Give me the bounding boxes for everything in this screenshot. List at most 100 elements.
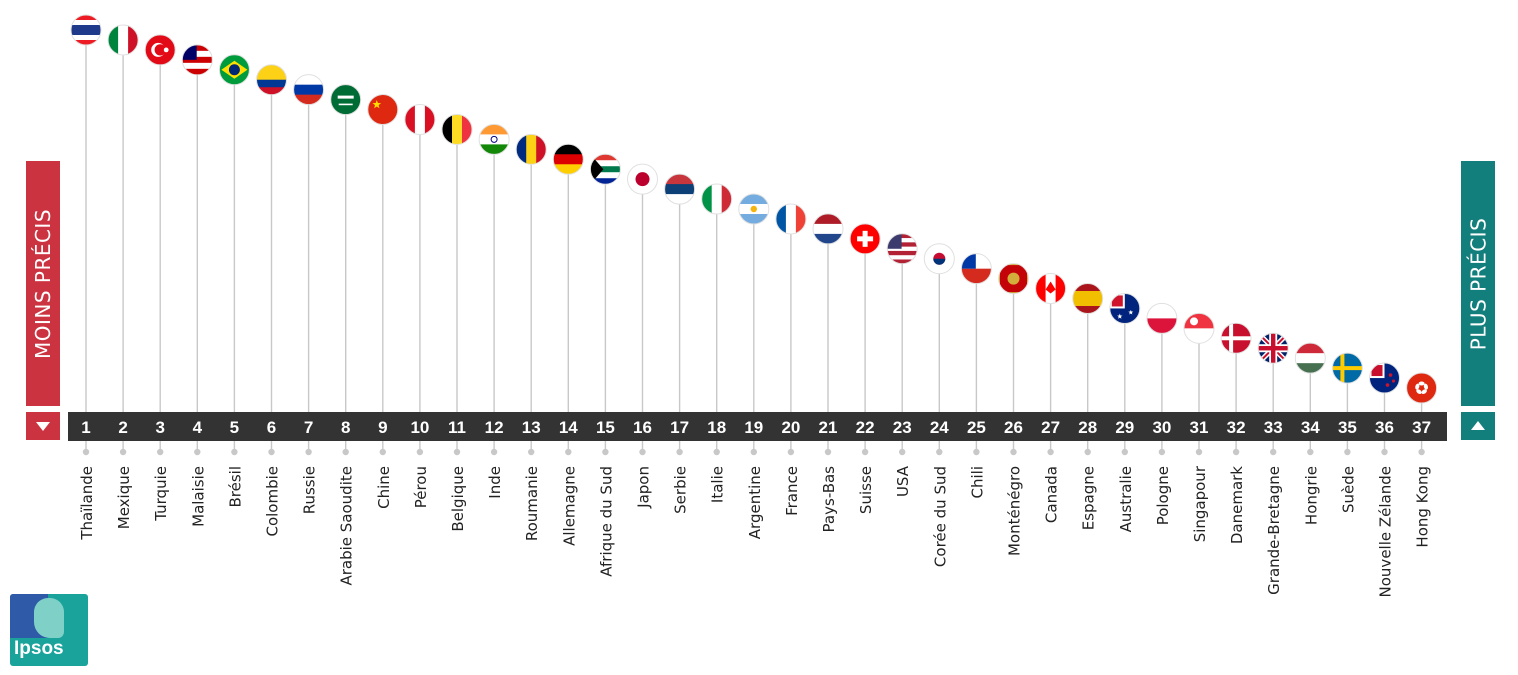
dot-singapour <box>1195 448 1203 456</box>
country-label-usa: USA <box>894 465 912 497</box>
rank-26: 26 <box>1004 418 1023 437</box>
dot-allemagne <box>565 448 572 456</box>
flag-ring-cor-e-du-sud <box>923 243 955 275</box>
rank-1: 1 <box>81 418 90 437</box>
dot-mont-n-gro <box>1010 448 1017 456</box>
flag-inde-icon <box>479 124 510 155</box>
less-precise-arrow-icon <box>26 412 60 440</box>
dot-italie <box>713 448 720 456</box>
country-label-hong-kong: Hong Kong <box>1414 466 1432 548</box>
country-label-hongrie: Hongrie <box>1302 466 1320 525</box>
dot-france <box>787 448 795 456</box>
dot-colombie <box>268 448 275 456</box>
country-label-roumanie: Roumanie <box>523 466 541 541</box>
dot-pologne <box>1158 448 1166 456</box>
flag-chili-icon <box>961 253 992 284</box>
dot-inde <box>490 448 498 456</box>
flag-ring-malaisie <box>181 44 213 76</box>
flag-ring-serbie <box>664 173 696 205</box>
country-label-turquie: Turquie <box>152 466 170 522</box>
country-label-cor-e-du-sud: Corée du Sud <box>931 466 949 567</box>
flag-colombie-icon <box>256 64 287 95</box>
flag-hong-kong-icon <box>1406 373 1437 403</box>
flag-belgique-icon <box>442 114 472 145</box>
flag-arabie-saoudite-icon <box>330 84 361 115</box>
dot-su-de <box>1344 448 1351 456</box>
flag-ring-hongrie <box>1294 342 1326 374</box>
flag-ring-arabie-saoudite <box>330 84 362 116</box>
rank-14: 14 <box>559 418 578 437</box>
flag-allemagne-icon <box>553 144 584 175</box>
dot-hongrie <box>1307 448 1314 456</box>
flag-ring-canada <box>1035 273 1067 305</box>
flag-mexique-icon <box>108 24 139 55</box>
country-label-canada: Canada <box>1043 466 1061 523</box>
rank-37: 37 <box>1412 418 1431 437</box>
dot-usa <box>899 448 906 456</box>
flag-ring-japon <box>627 163 658 195</box>
flag-ring-inde <box>478 123 510 155</box>
country-label-allemagne: Allemagne <box>560 466 578 546</box>
flag-ring-suisse <box>849 223 881 255</box>
dot-mexique <box>119 448 127 456</box>
flag-ring-colombie <box>256 64 287 96</box>
flag-turquie-icon <box>145 34 176 65</box>
flag-espagne-icon <box>1072 283 1103 314</box>
country-label-su-de: Suède <box>1339 466 1357 513</box>
country-label-arabie-saoudite: Arabie Saoudite <box>338 466 356 586</box>
rank-7: 7 <box>304 418 313 437</box>
flag-roumanie-icon <box>516 134 547 165</box>
rank-33: 33 <box>1264 418 1283 437</box>
dot-hong-kong <box>1418 448 1425 456</box>
flag-ring-chine <box>367 94 399 126</box>
country-label-danemark: Danemark <box>1228 466 1246 544</box>
more-precise-label: PLUS PRÉCIS <box>1461 161 1495 406</box>
rank-17: 17 <box>670 418 689 437</box>
less-precise-text: MOINS PRÉCIS <box>31 208 55 359</box>
dot-malaisie <box>194 448 201 456</box>
flag-mont-n-gro-icon <box>998 263 1029 294</box>
flag-ring-tha-lande <box>70 14 102 46</box>
country-label-singapour: Singapour <box>1191 465 1209 542</box>
flag-serbie-icon <box>664 174 695 205</box>
dot-pays-bas <box>824 448 832 456</box>
flag-cor-e-du-sud-icon <box>924 243 955 274</box>
flag-russie-icon <box>293 74 324 105</box>
rank-36: 36 <box>1375 418 1394 437</box>
flag-ring-br-sil <box>218 54 250 86</box>
rank-30: 30 <box>1152 418 1171 437</box>
flag-ring-chili <box>960 253 992 285</box>
rank-10: 10 <box>410 418 429 437</box>
flag-chine-icon <box>367 94 398 125</box>
flag-ring-grande-bretagne <box>1257 332 1289 364</box>
flag-afrique-du-sud-icon <box>590 154 621 185</box>
flag-ring-mexique <box>107 24 139 56</box>
country-label-serbie: Serbie <box>672 466 690 514</box>
country-label-italie: Italie <box>709 466 727 503</box>
more-precise-arrow-icon <box>1461 412 1495 440</box>
rank-34: 34 <box>1301 418 1320 437</box>
dot-afrique-du-sud <box>602 448 609 456</box>
flag-ring-allemagne <box>552 143 584 175</box>
flag-ring-afrique-du-sud <box>589 153 621 185</box>
dot-danemark <box>1232 448 1240 456</box>
country-label-australie: Australie <box>1117 466 1135 532</box>
country-label-pays-bas: Pays-Bas <box>820 466 838 533</box>
rank-20: 20 <box>781 418 800 437</box>
flag-ring-pays-bas <box>812 213 844 245</box>
country-label-tha-lande: Thaïlande <box>78 466 96 541</box>
flag-grande-bretagne-icon <box>1258 333 1289 364</box>
country-label-chine: Chine <box>375 466 393 509</box>
dot-japon <box>639 448 646 456</box>
rank-5: 5 <box>230 418 239 437</box>
flag-italie-icon <box>701 184 732 215</box>
dot-russie <box>305 448 312 456</box>
dot-cor-e-du-sud <box>936 448 943 456</box>
flag-ring-hong-kong <box>1406 372 1438 404</box>
dot-australie <box>1121 448 1129 456</box>
rank-9: 9 <box>378 418 387 437</box>
rank-bar <box>68 412 1447 441</box>
dot-br-sil <box>231 448 238 456</box>
country-label-nouvelle-z-lande: Nouvelle Zélande <box>1377 466 1395 597</box>
flag-ring-russie <box>293 74 325 106</box>
